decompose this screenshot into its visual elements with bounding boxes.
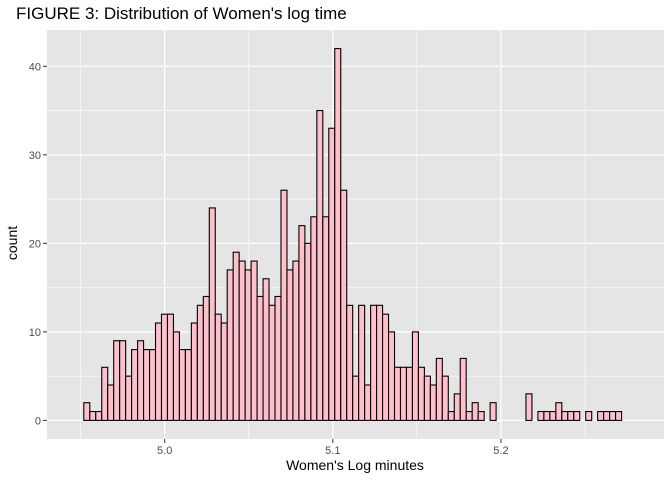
histogram-bar <box>107 384 115 421</box>
histogram-bar <box>567 411 575 421</box>
histogram-bar <box>238 260 246 421</box>
histogram-bar <box>370 304 378 421</box>
histogram-bar <box>95 411 103 421</box>
histogram-bar <box>615 411 623 421</box>
histogram-bar <box>465 411 473 421</box>
histogram-bar <box>101 366 109 421</box>
x-tick-label: 5.0 <box>157 445 172 457</box>
histogram-bar <box>573 411 581 421</box>
histogram-bar <box>477 411 485 421</box>
histogram-bar <box>292 260 300 421</box>
histogram-bar <box>190 322 198 421</box>
y-tick-label: 40 <box>29 61 41 73</box>
histogram-bar <box>471 402 479 421</box>
histogram-bar <box>459 357 467 421</box>
histogram-bar <box>382 313 390 421</box>
histogram-bar <box>172 331 180 421</box>
histogram-bar <box>352 375 360 421</box>
histogram-bar <box>525 393 533 421</box>
histogram-bar <box>597 411 605 421</box>
histogram-bar <box>184 349 192 421</box>
histogram-bar <box>143 349 151 421</box>
x-tick-label: 5.1 <box>325 445 340 457</box>
y-tick-label: 20 <box>29 238 41 250</box>
histogram-bar <box>376 304 384 421</box>
histogram-bar <box>125 375 133 421</box>
histogram-bar <box>549 411 557 421</box>
x-tick-label: 5.2 <box>493 445 508 457</box>
histogram-bar <box>561 411 569 421</box>
histogram-bar <box>393 366 402 421</box>
histogram-bar <box>250 260 258 421</box>
histogram-bar <box>202 295 210 421</box>
histogram-bar <box>196 304 204 421</box>
histogram-bar <box>256 295 264 421</box>
histogram-bar <box>208 207 216 421</box>
histogram-bar <box>334 48 342 421</box>
histogram-bar <box>340 189 348 421</box>
histogram-bar <box>537 411 545 421</box>
histogram-bar <box>399 366 408 421</box>
histogram-bar <box>346 304 354 421</box>
y-axis: 0 10 20 30 40 <box>29 61 47 427</box>
histogram-bar <box>364 384 372 421</box>
x-axis-title: Women's Log minutes <box>286 457 424 473</box>
y-tick-label: 0 <box>35 415 41 427</box>
histogram-bar <box>274 295 282 421</box>
y-tick-label: 30 <box>29 150 41 162</box>
histogram-bar <box>137 340 145 421</box>
histogram-bar <box>609 411 617 421</box>
histogram-bar <box>119 340 127 421</box>
histogram-bar <box>298 225 306 421</box>
histogram-bar <box>286 269 294 421</box>
histogram-bar <box>148 349 157 421</box>
histogram-bar <box>244 269 252 421</box>
histogram-bar <box>603 411 611 421</box>
histogram-bar <box>543 411 551 421</box>
x-axis: 5.0 5.1 5.2 <box>157 439 509 457</box>
y-tick-label: 10 <box>29 327 41 339</box>
histogram-bar <box>441 375 449 421</box>
histogram-bar <box>89 411 97 421</box>
histogram-bar <box>160 313 169 421</box>
histogram-bar <box>214 313 222 421</box>
histogram-bar <box>226 269 234 421</box>
histogram-bar <box>489 402 497 421</box>
histogram-bar <box>417 366 425 421</box>
chart-title: FIGURE 3: Distribution of Women's log ti… <box>16 4 347 23</box>
histogram-bar <box>310 216 318 421</box>
histogram-bar <box>429 384 437 421</box>
histogram-bar <box>387 331 396 421</box>
histogram-bar <box>453 393 461 421</box>
histogram-bar <box>328 127 336 421</box>
histogram-bar <box>322 216 330 421</box>
histogram-bars <box>83 48 623 421</box>
histogram-bar <box>232 251 240 421</box>
histogram-bar <box>447 411 455 421</box>
histogram-bar <box>411 331 419 421</box>
histogram-bar <box>423 375 431 421</box>
histogram-bar <box>405 366 413 421</box>
histogram-bar <box>316 110 324 421</box>
histogram-bar <box>178 349 186 421</box>
histogram-bar <box>280 189 288 421</box>
histogram-bar <box>154 322 163 421</box>
histogram-bar <box>166 313 174 421</box>
y-axis-title: count <box>4 226 20 260</box>
histogram-bar <box>585 411 593 421</box>
histogram-bar <box>113 340 121 421</box>
histogram-bar <box>304 242 312 421</box>
histogram-bar <box>83 402 91 421</box>
histogram-bar <box>220 322 228 421</box>
histogram-bar <box>268 304 276 421</box>
histogram-bar <box>555 402 563 421</box>
histogram-bar <box>435 357 443 421</box>
histogram-bar <box>262 278 270 421</box>
histogram-bar <box>358 304 366 421</box>
histogram-bar <box>131 349 139 421</box>
